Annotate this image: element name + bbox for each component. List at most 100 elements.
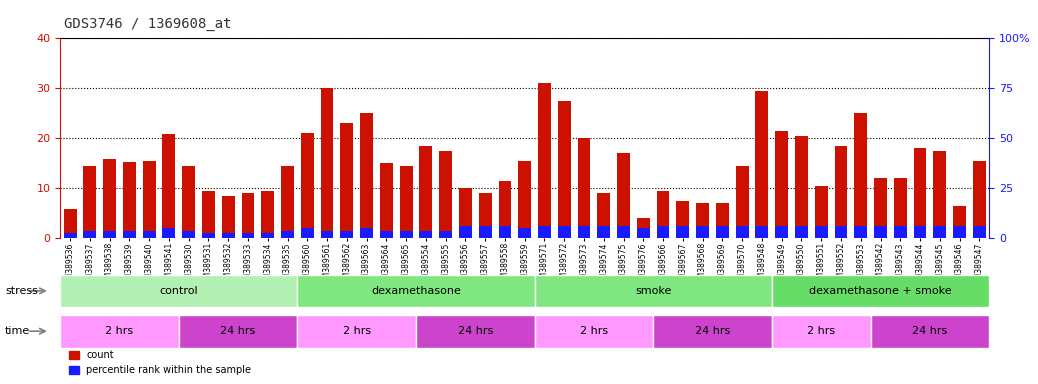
- Bar: [657, 190, 670, 238]
- Legend: count, percentile rank within the sample: count, percentile rank within the sample: [65, 346, 255, 379]
- Text: 2 hrs: 2 hrs: [580, 326, 608, 336]
- Text: dexamethasone + smoke: dexamethasone + smoke: [810, 286, 952, 296]
- Bar: [637, 218, 650, 238]
- Bar: [577, 138, 591, 238]
- Bar: [222, 195, 235, 238]
- Bar: [262, 190, 274, 238]
- Bar: [222, 233, 235, 238]
- Text: 24 hrs: 24 hrs: [220, 326, 255, 336]
- Text: 24 hrs: 24 hrs: [458, 326, 493, 336]
- Bar: [83, 166, 97, 238]
- Bar: [677, 200, 689, 238]
- Bar: [894, 178, 906, 238]
- Bar: [340, 230, 353, 238]
- Bar: [122, 162, 136, 238]
- Bar: [439, 230, 453, 238]
- Bar: [122, 230, 136, 238]
- Bar: [498, 226, 512, 238]
- Bar: [63, 209, 77, 238]
- Bar: [479, 193, 492, 238]
- Bar: [538, 226, 551, 238]
- Bar: [557, 101, 571, 238]
- Bar: [340, 123, 353, 238]
- Bar: [103, 230, 116, 238]
- Bar: [360, 228, 373, 238]
- Bar: [143, 161, 156, 238]
- Bar: [557, 226, 571, 238]
- Bar: [301, 228, 313, 238]
- Text: dexamethasone: dexamethasone: [371, 286, 461, 296]
- Text: GDS3746 / 1369608_at: GDS3746 / 1369608_at: [64, 17, 231, 31]
- Bar: [321, 88, 333, 238]
- Bar: [538, 83, 551, 238]
- Bar: [894, 226, 906, 238]
- Bar: [459, 226, 472, 238]
- Bar: [321, 230, 333, 238]
- Bar: [815, 226, 827, 238]
- Bar: [242, 193, 254, 238]
- Text: smoke: smoke: [635, 286, 672, 296]
- Bar: [183, 166, 195, 238]
- Bar: [913, 148, 927, 238]
- Bar: [874, 178, 886, 238]
- Bar: [736, 166, 748, 238]
- Bar: [202, 190, 215, 238]
- Bar: [380, 163, 392, 238]
- Bar: [637, 228, 650, 238]
- Bar: [815, 186, 827, 238]
- Bar: [716, 226, 729, 238]
- Bar: [163, 134, 175, 238]
- Bar: [143, 230, 156, 238]
- Bar: [775, 131, 788, 238]
- Bar: [973, 226, 986, 238]
- Bar: [498, 180, 512, 238]
- Bar: [360, 113, 373, 238]
- Bar: [419, 146, 432, 238]
- Bar: [242, 233, 254, 238]
- Text: 2 hrs: 2 hrs: [106, 326, 134, 336]
- Bar: [716, 203, 729, 238]
- Bar: [696, 203, 709, 238]
- Text: 2 hrs: 2 hrs: [343, 326, 371, 336]
- Bar: [281, 166, 294, 238]
- Text: 2 hrs: 2 hrs: [808, 326, 836, 336]
- Bar: [696, 226, 709, 238]
- Bar: [854, 113, 867, 238]
- Bar: [854, 226, 867, 238]
- Bar: [795, 226, 808, 238]
- Bar: [479, 226, 492, 238]
- Bar: [301, 133, 313, 238]
- Bar: [874, 226, 886, 238]
- Bar: [400, 166, 412, 238]
- Bar: [618, 153, 630, 238]
- Bar: [202, 233, 215, 238]
- Bar: [657, 226, 670, 238]
- Bar: [597, 193, 610, 238]
- Bar: [597, 226, 610, 238]
- Text: 24 hrs: 24 hrs: [912, 326, 948, 336]
- Bar: [262, 233, 274, 238]
- Bar: [953, 226, 966, 238]
- Text: control: control: [160, 286, 198, 296]
- Bar: [577, 226, 591, 238]
- Bar: [419, 230, 432, 238]
- Bar: [933, 151, 947, 238]
- Bar: [63, 233, 77, 238]
- Bar: [439, 151, 453, 238]
- Bar: [835, 146, 847, 238]
- Bar: [183, 230, 195, 238]
- Bar: [756, 91, 768, 238]
- Text: time: time: [5, 326, 30, 336]
- Text: 24 hrs: 24 hrs: [694, 326, 730, 336]
- Bar: [933, 226, 947, 238]
- Bar: [953, 206, 966, 238]
- Bar: [380, 230, 392, 238]
- Bar: [281, 230, 294, 238]
- Bar: [163, 228, 175, 238]
- Bar: [459, 188, 472, 238]
- Bar: [103, 159, 116, 238]
- Bar: [795, 136, 808, 238]
- Bar: [677, 226, 689, 238]
- Bar: [518, 161, 531, 238]
- Bar: [618, 226, 630, 238]
